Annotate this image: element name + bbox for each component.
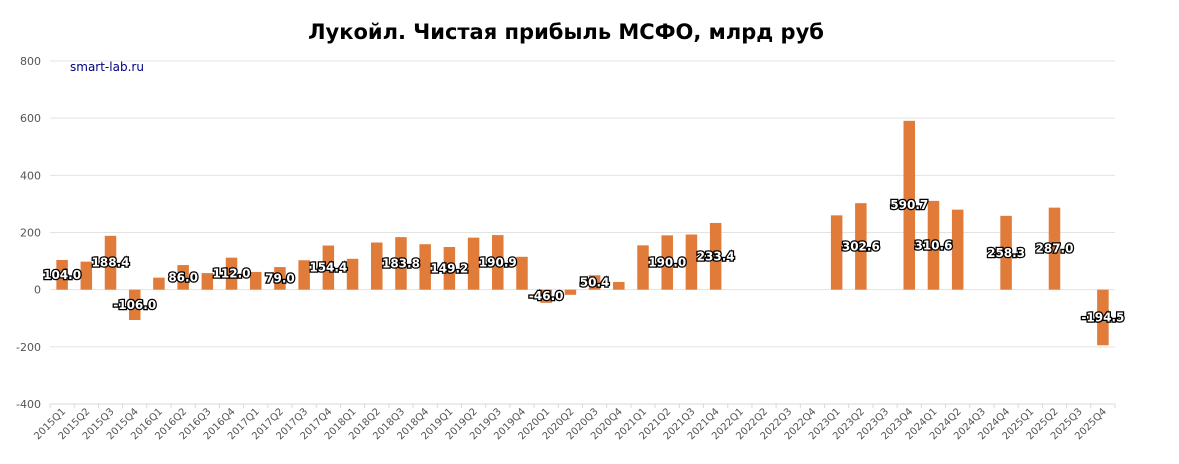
bar: [1048, 207, 1061, 290]
data-label: 190.9: [479, 255, 517, 269]
bar: [564, 289, 577, 295]
bar: [1097, 289, 1109, 346]
data-label: 86.0: [168, 270, 198, 284]
y-axis: 800 600 400 200 0 -200 -400: [16, 55, 41, 411]
bar: [1000, 215, 1012, 290]
bar: [685, 234, 698, 290]
bar: [322, 245, 335, 290]
bar: [201, 273, 214, 290]
data-label: 149.2: [430, 261, 468, 275]
bar: [855, 203, 867, 290]
bar: [709, 222, 722, 290]
data-label: 154.4: [309, 261, 347, 275]
bar: [298, 260, 310, 290]
data-label: 50.4: [580, 275, 610, 289]
y-tick-label: 200: [20, 227, 41, 240]
data-label: 258.3: [987, 246, 1025, 260]
chart-title: Лукойл. Чистая прибыль МСФО, млрд руб: [308, 20, 824, 44]
bar: [661, 235, 673, 290]
x-axis: 2015Q12015Q22015Q32015Q42016Q12016Q22016…: [32, 403, 1116, 442]
bar: [492, 235, 504, 290]
bar: [153, 277, 165, 290]
bar: [951, 209, 964, 290]
data-label: 112.0: [213, 267, 251, 281]
bar: [516, 256, 528, 290]
data-label: 188.4: [92, 256, 130, 270]
data-label: 190.0: [648, 256, 686, 270]
y-tick-label: -200: [16, 341, 41, 354]
bar: [540, 289, 552, 303]
data-label: 590.7: [890, 198, 928, 212]
bar: [588, 275, 601, 290]
data-label: 79.0: [265, 271, 295, 285]
bar: [56, 259, 68, 290]
bar: [225, 257, 238, 290]
data-label: 310.6: [914, 238, 952, 252]
watermark: smart-lab.ru: [70, 60, 144, 74]
bar: [467, 237, 480, 290]
bar: [903, 120, 916, 290]
bar: [274, 267, 286, 290]
bar: [249, 271, 262, 290]
y-tick-label: 0: [34, 284, 41, 297]
data-label: 104.0: [43, 268, 81, 282]
data-label: 287.0: [1036, 242, 1074, 256]
bar: [830, 215, 843, 290]
bar: [613, 281, 625, 290]
data-label: -46.0: [529, 289, 564, 303]
data-label: 183.8: [382, 256, 420, 270]
bar: [346, 258, 359, 290]
bar: [419, 244, 431, 290]
bar: [637, 245, 649, 290]
data-label: -194.5: [1081, 310, 1124, 324]
bar: [128, 289, 141, 320]
data-label: 302.6: [842, 239, 880, 253]
y-tick-label: 400: [20, 169, 41, 182]
y-tick-label: -400: [16, 398, 41, 411]
bar: [80, 261, 93, 290]
data-label: -106.0: [113, 298, 156, 312]
bars: [56, 120, 1109, 346]
bar: [927, 200, 940, 290]
data-labels: 104.0 188.4 -106.0 86.0 112.0 79.0 154.4 183.8 1…: [42, 197, 1126, 326]
bar: [395, 237, 407, 290]
data-label: 233.4: [697, 249, 735, 263]
bar: [104, 235, 117, 290]
bar: [371, 242, 383, 290]
bar: [443, 247, 456, 290]
bar: [177, 265, 189, 290]
y-tick-label: 800: [20, 55, 41, 68]
y-tick-label: 600: [20, 112, 41, 125]
